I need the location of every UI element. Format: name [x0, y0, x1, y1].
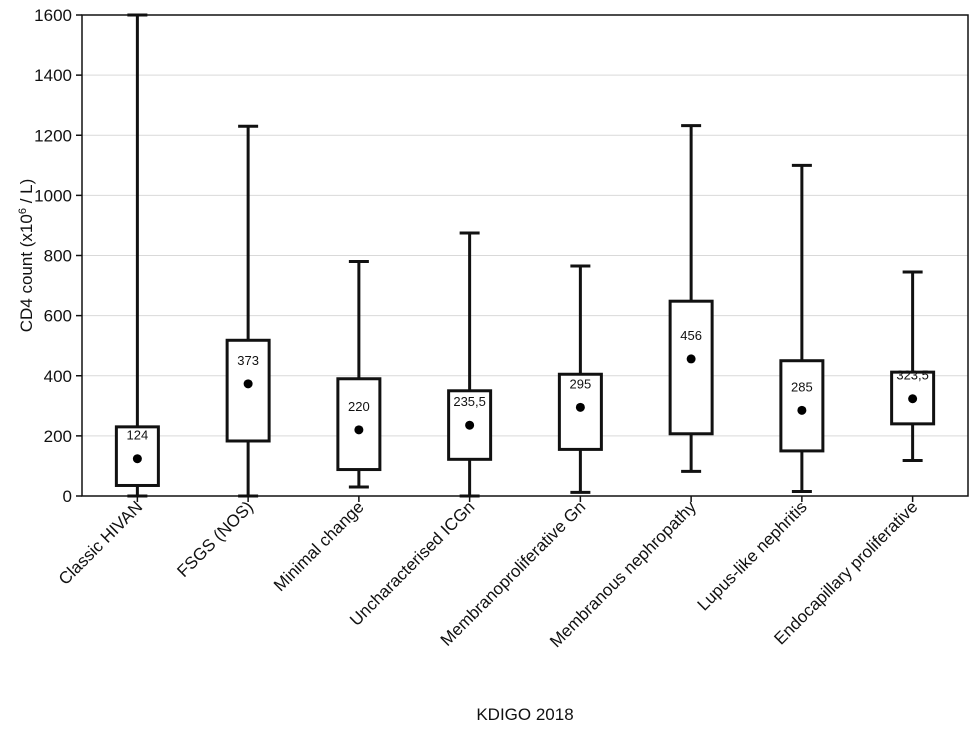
box-group: 456 — [668, 124, 714, 473]
box-group: 323,5 — [890, 270, 936, 463]
boxes: 124 373 220 235,5 295 456 285 323,5 — [114, 13, 936, 498]
y-tick-label: 1400 — [34, 66, 72, 85]
y-axis-title-suffix: / L) — [17, 179, 36, 208]
iqr-box — [336, 377, 382, 472]
x-axis-categories: Classic HIVAN FSGS (NOS) Minimal changeUnc… — [55, 496, 921, 651]
plot-frame — [81, 14, 969, 497]
median-point — [354, 425, 364, 435]
y-axis-title-prefix: CD4 count (x10 — [17, 214, 36, 332]
y-axis-title: CD4 count (x106 / L) — [17, 179, 36, 333]
y-axis-title-superscript: 6 — [17, 208, 29, 214]
median-point — [797, 405, 807, 415]
x-axis-title: KDIGO 2018 — [476, 705, 573, 724]
median-label: 220 — [348, 399, 370, 414]
box-group: 373 — [225, 124, 271, 498]
median-point — [686, 354, 696, 364]
gridlines — [82, 74, 968, 437]
y-tick-label: 0 — [63, 487, 72, 506]
median-point — [465, 420, 475, 430]
iqr-box — [225, 338, 271, 443]
x-category-label: Lupus-like nephritis — [694, 497, 811, 614]
box-group: 124 — [114, 13, 160, 498]
iqr-box — [779, 359, 825, 453]
iqr-box — [557, 372, 603, 451]
y-tick-label: 1000 — [34, 186, 72, 205]
median-point — [575, 402, 585, 412]
y-tick-label: 800 — [44, 247, 72, 266]
box-group: 220 — [336, 260, 382, 489]
median-point — [132, 454, 142, 464]
median-label: 285 — [791, 379, 813, 394]
x-category-label: Uncharacterised ICGn — [346, 497, 478, 629]
median-label: 323,5 — [896, 368, 929, 383]
box-group: 295 — [557, 264, 603, 494]
median-label: 124 — [127, 428, 149, 443]
y-tick-label: 600 — [44, 307, 72, 326]
box-group: 235,5 — [447, 231, 493, 498]
y-tick-label: 400 — [44, 367, 72, 386]
y-tick-label: 200 — [44, 427, 72, 446]
median-label: 295 — [570, 376, 592, 391]
median-point — [908, 394, 918, 404]
median-point — [243, 379, 253, 389]
median-label: 373 — [237, 353, 259, 368]
median-label: 456 — [680, 328, 702, 343]
y-tick-label: 1600 — [34, 6, 72, 25]
x-category-label: Classic HIVAN — [55, 497, 146, 588]
median-label: 235,5 — [453, 394, 486, 409]
x-category-label: Minimal change — [270, 497, 368, 595]
iqr-box — [668, 299, 714, 436]
y-axis-ticks: 0 200 400 600 800 1000 1200 1400 1600 — [34, 6, 82, 506]
box-group: 285 — [779, 163, 825, 493]
x-category-label: FSGS (NOS) — [173, 497, 257, 581]
y-tick-label: 1200 — [34, 126, 72, 145]
